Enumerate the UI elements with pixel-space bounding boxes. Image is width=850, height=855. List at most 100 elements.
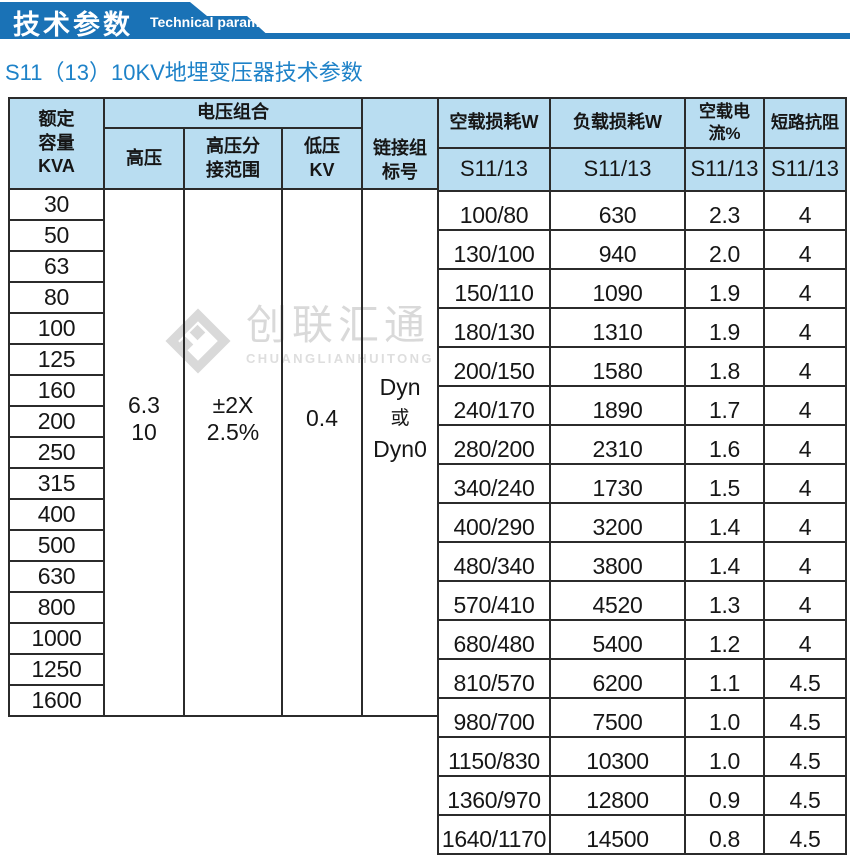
- kva-cell: 125: [8, 343, 105, 376]
- table-row: 1250: [8, 653, 438, 686]
- hv-value-line: 10: [131, 418, 157, 445]
- load-loss-cell: 1580: [549, 346, 686, 387]
- header-voltage-group: 电压组合: [102, 97, 364, 129]
- current-cell: 1.2: [684, 619, 765, 660]
- current-cell: 1.9: [684, 307, 765, 348]
- header-row: 高压 高压分 接范围 低压 KV: [9, 127, 438, 190]
- table-row: 240/170 1890 1.7 4: [437, 385, 847, 426]
- current-cell: 1.4: [684, 502, 765, 543]
- table-row: 1000: [8, 622, 438, 655]
- kva-cell: 1250: [8, 653, 105, 686]
- table-row: 570/410 4520 1.3 4: [437, 580, 847, 621]
- tap-value-line: 2.5%: [206, 418, 260, 445]
- current-cell: 1.7: [684, 385, 765, 426]
- load-loss-cell: 1890: [549, 385, 686, 426]
- kva-cell: 63: [8, 250, 105, 283]
- kva-cell: 630: [8, 560, 105, 593]
- kva-cell: 1000: [8, 622, 105, 655]
- no-load-loss-cell: 810/570: [437, 658, 551, 699]
- impedance-cell: 4.5: [763, 814, 847, 855]
- header-capacity-line: KVA: [38, 156, 75, 177]
- no-load-loss-cell: 680/480: [437, 619, 551, 660]
- load-loss-cell: 630: [549, 190, 686, 231]
- kva-cell: 200: [8, 405, 105, 438]
- header-lv-line: 低压: [304, 136, 341, 157]
- load-loss-cell: 1310: [549, 307, 686, 348]
- table-row: 400/290 3200 1.4 4: [437, 502, 847, 543]
- parameters-table-left: 额定 容量 KVA 电压组合 链接组 标号 高压 高压分 接范围 低压: [8, 97, 440, 717]
- no-load-loss-cell: 400/290: [437, 502, 551, 543]
- banner-title: 技术参数: [13, 10, 133, 40]
- impedance-cell: 4: [763, 385, 847, 426]
- no-load-loss-cell: 1640/1170: [437, 814, 551, 855]
- table-row: 800: [8, 591, 438, 624]
- header-hv-tap-range: 高压分 接范围: [183, 127, 283, 190]
- current-cell: 1.9: [684, 268, 765, 309]
- load-loss-cell: 7500: [549, 697, 686, 738]
- table-row: 80: [8, 281, 438, 314]
- load-loss-cell: 1090: [549, 268, 686, 309]
- tap-value-cell: ±2X 2.5%: [183, 188, 283, 717]
- header-capacity-line: 容量: [38, 132, 75, 153]
- table-row: 980/700 7500 1.0 4.5: [437, 697, 847, 738]
- current-cell: 1.0: [684, 697, 765, 738]
- load-loss-cell: 14500: [549, 814, 686, 855]
- current-cell: 1.0: [684, 736, 765, 777]
- no-load-loss-cell: 180/130: [437, 307, 551, 348]
- table-row: 340/240 1730 1.5 4: [437, 463, 847, 504]
- table-row: 130/100 940 2.0 4: [437, 229, 847, 270]
- header-series-no-load-loss: S11/13: [437, 147, 551, 192]
- table-row: 315: [8, 467, 438, 500]
- header-row: 空载损耗W 负载损耗W 空载电流% 短路抗阻: [437, 97, 847, 149]
- impedance-cell: 4.5: [763, 658, 847, 699]
- impedance-cell: 4: [763, 424, 847, 465]
- vector-value-line: 或: [390, 407, 410, 429]
- header-vector-line: 链接组: [373, 138, 428, 159]
- table-row: 810/570 6200 1.1 4.5: [437, 658, 847, 699]
- table-row: 180/130 1310 1.9 4: [437, 307, 847, 348]
- header-row: 额定 容量 KVA 电压组合 链接组 标号: [8, 97, 440, 190]
- kva-cell: 50: [8, 219, 105, 252]
- load-loss-cell: 2310: [549, 424, 686, 465]
- no-load-loss-cell: 100/80: [437, 190, 551, 231]
- table-row: 1150/830 10300 1.0 4.5: [437, 736, 847, 777]
- vector-value-cell: Dyn 或 Dyn0: [361, 188, 440, 717]
- table-row: 30 6.3 10 ±2X 2.5% 0.4: [8, 188, 440, 717]
- table-row: 125: [8, 343, 438, 376]
- header-impedance: 短路抗阻: [763, 97, 847, 149]
- impedance-cell: 4: [763, 190, 847, 231]
- current-cell: 1.3: [684, 580, 765, 621]
- table-row: 630: [8, 560, 438, 593]
- vector-value-line: Dyn0: [373, 436, 427, 463]
- hv-value-line: 6.3: [128, 392, 160, 419]
- current-cell: 0.9: [684, 775, 765, 816]
- no-load-loss-cell: 200/150: [437, 346, 551, 387]
- vector-value-line: Dyn: [379, 374, 421, 401]
- header-series-impedance: S11/13: [763, 147, 847, 192]
- no-load-loss-cell: 1150/830: [437, 736, 551, 777]
- table-row: 1600: [8, 684, 438, 717]
- load-loss-cell: 5400: [549, 619, 686, 660]
- table-row: 63: [8, 250, 438, 283]
- table-row: 160: [8, 374, 438, 407]
- header-hv-tap-line: 高压分: [206, 136, 260, 157]
- impedance-cell: 4: [763, 463, 847, 504]
- no-load-loss-cell: 340/240: [437, 463, 551, 504]
- current-cell: 1.4: [684, 541, 765, 582]
- table-row: 250: [8, 436, 438, 469]
- hv-value-cell: 6.3 10: [103, 188, 185, 717]
- no-load-loss-cell: 1360/970: [437, 775, 551, 816]
- kva-cell: 1600: [8, 684, 105, 717]
- header-lv: 低压 KV: [280, 127, 364, 190]
- header-no-load-loss: 空载损耗W: [437, 97, 551, 149]
- header-load-loss: 负载损耗W: [549, 97, 686, 149]
- kva-cell: 400: [8, 498, 105, 531]
- kva-cell: 160: [8, 374, 105, 407]
- kva-cell: 315: [8, 467, 105, 500]
- table-row: 100/80 630 2.3 4: [437, 190, 847, 231]
- current-cell: 2.3: [684, 190, 765, 231]
- header-capacity: 额定 容量 KVA: [8, 97, 105, 190]
- load-loss-cell: 940: [549, 229, 686, 270]
- impedance-cell: 4: [763, 619, 847, 660]
